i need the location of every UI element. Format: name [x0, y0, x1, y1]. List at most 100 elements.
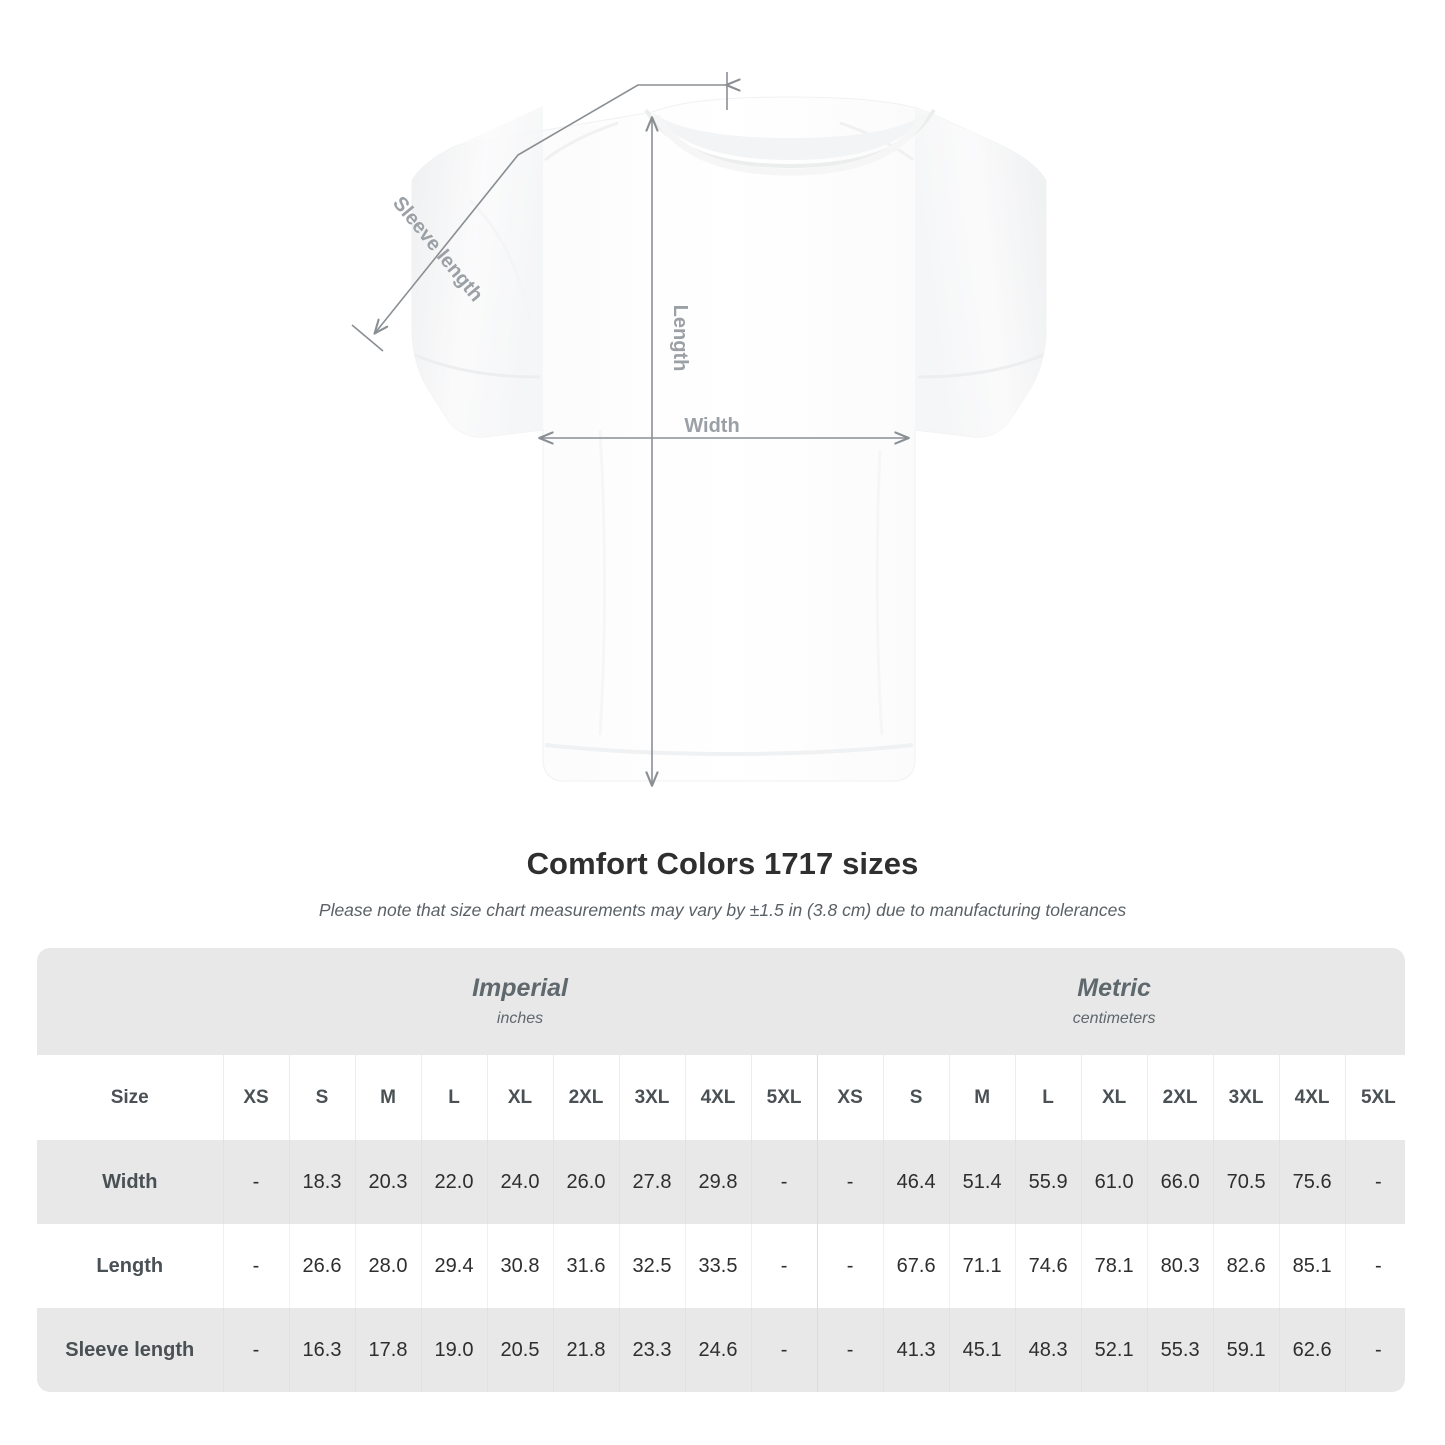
length-metric-4xl: 85.1 [1278, 1224, 1346, 1308]
width-metric-xs: - [816, 1140, 884, 1224]
size-header-row: Size XS S M L XL 2XL 3XL 4XL 5XL XS S M … [37, 1055, 1405, 1140]
length-metric-3xl: 82.6 [1212, 1224, 1280, 1308]
table-row-width: Width - 18.3 20.3 22.0 24.0 26.0 27.8 29… [37, 1140, 1405, 1224]
width-imperial-xs: - [222, 1140, 289, 1224]
sleeve-imperial-m: 17.8 [354, 1308, 421, 1392]
length-imperial-xl: 30.8 [486, 1224, 553, 1308]
size-header-imperial-2xl: 2XL [552, 1055, 619, 1140]
size-table-container: Imperial inches Metric centimeters Size … [37, 948, 1405, 1392]
right-sleeve-hem [917, 353, 1044, 379]
unit-imperial-name: Imperial [472, 973, 568, 1002]
sleeve-metric-s: 41.3 [882, 1308, 950, 1392]
measurement-lines [351, 72, 908, 785]
tshirt-diagram: Sleeve length Length Width [351, 72, 1047, 830]
size-header-metric-xl: XL [1080, 1055, 1148, 1140]
length-metric-xs: - [816, 1224, 884, 1308]
size-header-metric-xs: XS [816, 1055, 884, 1140]
size-header-imperial-xl: XL [486, 1055, 553, 1140]
size-header-metric-3xl: 3XL [1212, 1055, 1280, 1140]
width-imperial-s: 18.3 [288, 1140, 355, 1224]
length-metric-l: 74.6 [1014, 1224, 1082, 1308]
row-label-width: Width [37, 1140, 223, 1224]
tshirt-illustration [411, 96, 1047, 782]
sleeve-imperial-xs: - [222, 1308, 289, 1392]
unit-metric-cell: Metric centimeters [817, 948, 1405, 1055]
sleeve-metric-xs: - [816, 1308, 884, 1392]
sleeve-metric-3xl: 59.1 [1212, 1308, 1280, 1392]
size-header-imperial-s: S [288, 1055, 355, 1140]
bottom-hem [544, 743, 914, 756]
width-metric-3xl: 70.5 [1212, 1140, 1280, 1224]
width-metric-xl: 61.0 [1080, 1140, 1148, 1224]
row-label-sleeve-length: Sleeve length [37, 1308, 223, 1392]
length-metric-5xl: - [1344, 1224, 1405, 1308]
width-label: Width [684, 415, 739, 437]
tshirt-diagram-svg: Sleeve length Length Width [351, 72, 1047, 830]
sleeve-imperial-s: 16.3 [288, 1308, 355, 1392]
size-header-metric-4xl: 4XL [1278, 1055, 1346, 1140]
unit-imperial-sub: inches [496, 1010, 544, 1028]
chart-heading-block: Comfort Colors 1717 sizes Please note th… [0, 845, 1445, 921]
unit-metric-name: Metric [1077, 973, 1151, 1002]
size-header-label: Size [37, 1055, 223, 1140]
size-header-imperial-xs: XS [222, 1055, 289, 1140]
sleeve-measure-line [375, 85, 727, 333]
width-imperial-m: 20.3 [354, 1140, 421, 1224]
size-header-metric-l: L [1014, 1055, 1082, 1140]
width-metric-5xl: - [1344, 1140, 1405, 1224]
page-title: Comfort Colors 1717 sizes [526, 846, 919, 881]
length-imperial-l: 29.4 [420, 1224, 487, 1308]
unit-band-row: Imperial inches Metric centimeters [37, 948, 1405, 1055]
sleeve-imperial-xl: 20.5 [486, 1308, 553, 1392]
length-label: Length [669, 305, 691, 372]
tshirt-left-sleeve [412, 106, 543, 438]
width-imperial-4xl: 29.8 [684, 1140, 751, 1224]
tshirt-right-sleeve [915, 106, 1046, 438]
sleeve-metric-l: 48.3 [1014, 1308, 1082, 1392]
unit-band-spacer [37, 948, 223, 1055]
sleeve-metric-4xl: 62.6 [1278, 1308, 1346, 1392]
size-header-imperial-4xl: 4XL [684, 1055, 751, 1140]
size-header-imperial-l: L [420, 1055, 487, 1140]
size-header-imperial-3xl: 3XL [618, 1055, 685, 1140]
fabric-fold-2 [875, 449, 884, 736]
width-metric-s: 46.4 [882, 1140, 950, 1224]
sleeve-imperial-5xl: - [750, 1308, 818, 1392]
size-header-metric-m: M [948, 1055, 1016, 1140]
size-header-metric-5xl: 5XL [1344, 1055, 1405, 1140]
sleeve-metric-xl: 52.1 [1080, 1308, 1148, 1392]
length-metric-s: 67.6 [882, 1224, 950, 1308]
fabric-fold-1 [598, 429, 606, 736]
width-imperial-l: 22.0 [420, 1140, 487, 1224]
length-imperial-2xl: 31.6 [552, 1224, 619, 1308]
length-imperial-m: 28.0 [354, 1224, 421, 1308]
unit-metric-sub: centimeters [1072, 1010, 1156, 1028]
size-table: Imperial inches Metric centimeters Size … [37, 948, 1405, 1392]
table-row-sleeve-length: Sleeve length - 16.3 17.8 19.0 20.5 21.8… [37, 1308, 1405, 1392]
sleeve-metric-5xl: - [1344, 1308, 1405, 1392]
sleeve-metric-m: 45.1 [948, 1308, 1016, 1392]
sleeve-imperial-4xl: 24.6 [684, 1308, 751, 1392]
length-imperial-3xl: 32.5 [618, 1224, 685, 1308]
width-imperial-xl: 24.0 [486, 1140, 553, 1224]
size-header-imperial-5xl: 5XL [750, 1055, 818, 1140]
size-header-metric-2xl: 2XL [1146, 1055, 1214, 1140]
length-imperial-xs: - [222, 1224, 289, 1308]
row-label-length: Length [37, 1224, 223, 1308]
width-imperial-5xl: - [750, 1140, 818, 1224]
width-metric-m: 51.4 [948, 1140, 1016, 1224]
width-imperial-2xl: 26.0 [552, 1140, 619, 1224]
width-metric-l: 55.9 [1014, 1140, 1082, 1224]
unit-imperial-cell: Imperial inches [223, 948, 818, 1055]
sleeve-imperial-l: 19.0 [420, 1308, 487, 1392]
sleeve-imperial-3xl: 23.3 [618, 1308, 685, 1392]
width-metric-4xl: 75.6 [1278, 1140, 1346, 1224]
sleeve-metric-2xl: 55.3 [1146, 1308, 1214, 1392]
table-row-length: Length - 26.6 28.0 29.4 30.8 31.6 32.5 3… [37, 1224, 1405, 1308]
length-imperial-5xl: - [750, 1224, 818, 1308]
length-metric-m: 71.1 [948, 1224, 1016, 1308]
left-sleeve-hem [414, 353, 541, 379]
sleeve-bottom-tick [351, 324, 384, 352]
width-imperial-3xl: 27.8 [618, 1140, 685, 1224]
